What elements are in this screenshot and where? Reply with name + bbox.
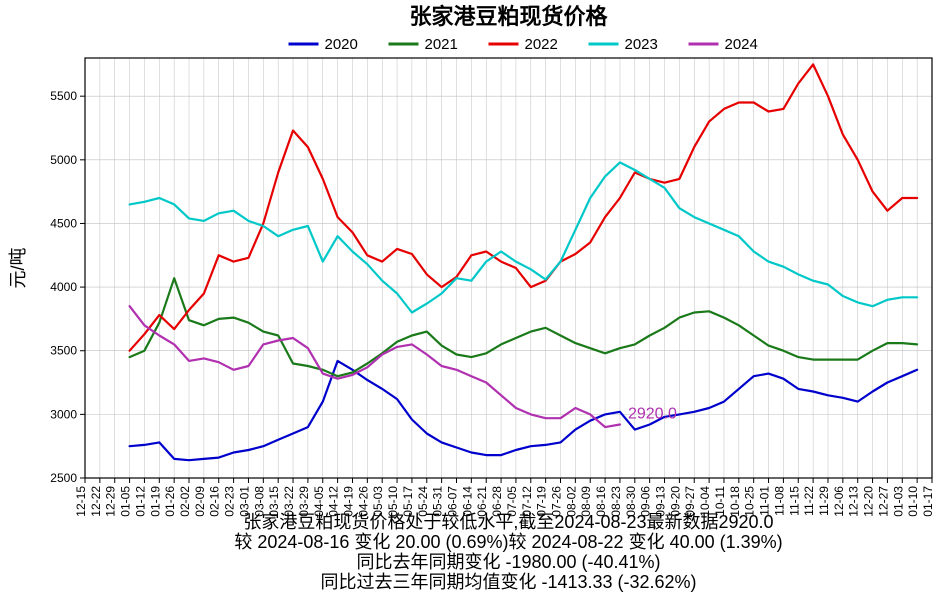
x-tick-label: 01-10 bbox=[906, 486, 920, 517]
y-tick-label: 3000 bbox=[50, 407, 77, 421]
x-tick-label: 01-26 bbox=[163, 486, 177, 517]
x-tick-label: 12-13 bbox=[847, 486, 861, 517]
y-tick-label: 4500 bbox=[50, 216, 77, 230]
x-tick-label: 11-15 bbox=[787, 486, 801, 516]
x-tick-label: 12-06 bbox=[832, 486, 846, 517]
x-tick-label: 01-05 bbox=[119, 486, 133, 517]
x-tick-label: 11-29 bbox=[817, 486, 831, 516]
y-axis-label: 元/吨 bbox=[8, 247, 28, 288]
legend-label: 2020 bbox=[325, 36, 358, 53]
legend-label: 2023 bbox=[625, 36, 658, 53]
x-tick-label: 02-16 bbox=[208, 486, 222, 517]
y-tick-label: 2500 bbox=[50, 471, 77, 485]
price-chart: 250030003500400045005000550012-1512-2212… bbox=[0, 0, 952, 598]
x-tick-label: 12-15 bbox=[74, 486, 88, 517]
x-tick-label: 11-08 bbox=[772, 486, 786, 516]
x-tick-label: 01-12 bbox=[133, 486, 147, 517]
x-tick-label: 12-20 bbox=[862, 486, 876, 517]
footer-line-3: 同比过去三年同期均值变化 -1413.33 (-32.62%) bbox=[320, 572, 696, 592]
last-point-annotation: 2920.0 bbox=[628, 406, 677, 423]
y-tick-label: 4000 bbox=[50, 280, 77, 294]
y-tick-label: 5000 bbox=[50, 153, 77, 167]
legend-label: 2024 bbox=[725, 36, 758, 53]
x-tick-label: 01-03 bbox=[891, 486, 905, 517]
footer-line-2: 同比去年同期变化 -1980.00 (-40.41%) bbox=[356, 552, 660, 572]
x-tick-label: 12-29 bbox=[104, 486, 118, 517]
chart-title: 张家港豆粕现货价格 bbox=[409, 4, 608, 29]
legend-label: 2021 bbox=[425, 36, 458, 53]
legend-label: 2022 bbox=[525, 36, 558, 53]
x-tick-label: 11-22 bbox=[802, 486, 816, 516]
y-tick-label: 3500 bbox=[50, 344, 77, 358]
x-tick-label: 02-23 bbox=[223, 486, 237, 517]
y-tick-label: 5500 bbox=[50, 89, 77, 103]
x-tick-label: 01-17 bbox=[921, 486, 935, 517]
x-tick-label: 12-27 bbox=[876, 486, 890, 517]
x-tick-label: 02-02 bbox=[178, 486, 192, 517]
footer-line-0: 张家港豆粕现货价格处于较低水平,截至2024-08-23最新数据2920.0 bbox=[243, 512, 773, 532]
x-tick-label: 01-19 bbox=[148, 486, 162, 517]
footer-line-1: 较 2024-08-16 变化 20.00 (0.69%)较 2024-08-2… bbox=[234, 532, 782, 552]
x-tick-label: 12-22 bbox=[89, 486, 103, 517]
x-tick-label: 02-09 bbox=[193, 486, 207, 517]
